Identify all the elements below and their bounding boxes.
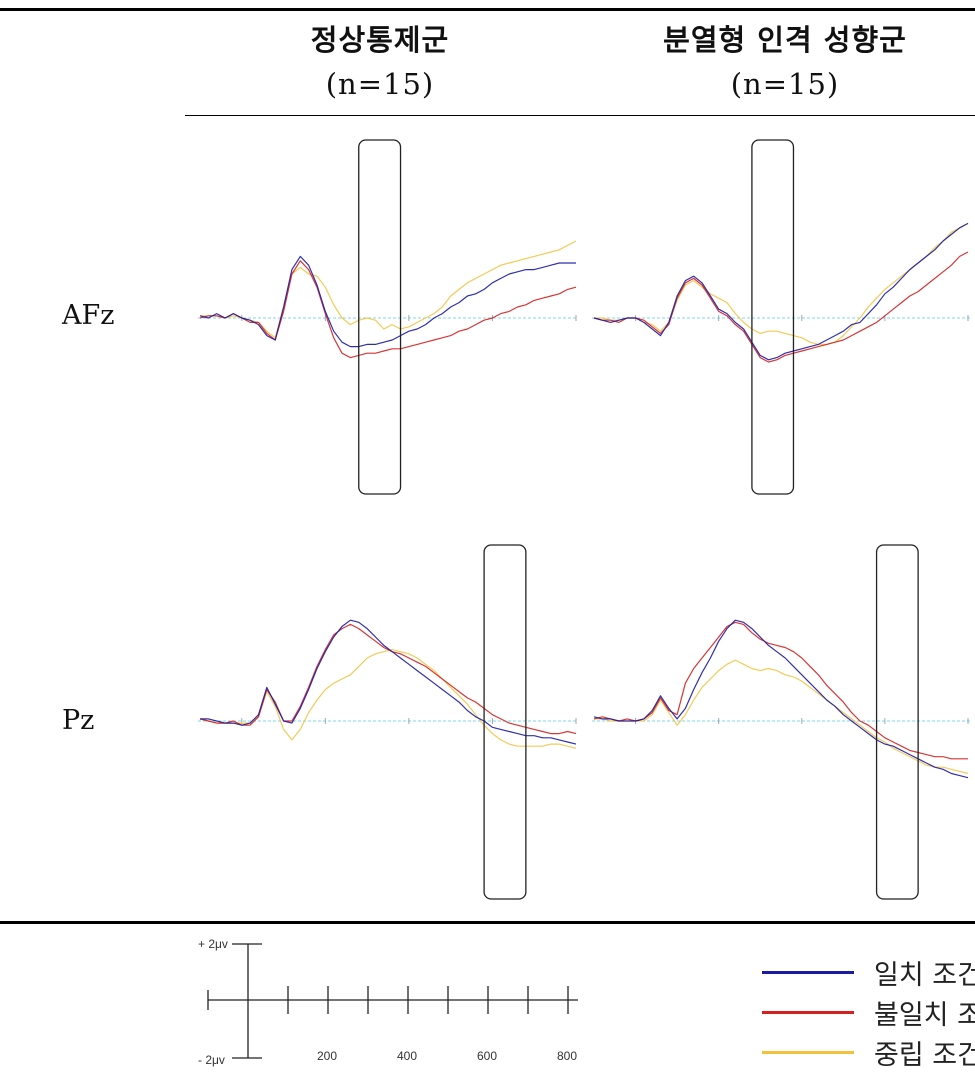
legend-swatch-congruent xyxy=(762,970,854,974)
scale-tick-label: 600 xyxy=(477,1049,497,1063)
legend-item: 중립 조건 xyxy=(762,1032,975,1072)
series-line-neutral xyxy=(594,659,969,775)
series-line-incongruent xyxy=(199,623,577,735)
row-label-afz: AFz xyxy=(62,300,115,331)
column-n-control: (n=15) xyxy=(325,67,435,101)
legend-label: 중립 조건 xyxy=(874,1039,975,1071)
series-line-neutral xyxy=(594,222,969,345)
column-title-control: 정상통제군 xyxy=(310,23,450,57)
legend: 일치 조건 불일치 조건 중립 조건 xyxy=(762,952,975,1072)
legend-item: 불일치 조건 xyxy=(762,992,975,1032)
series-line-congruent xyxy=(199,255,576,348)
series-line-incongruent xyxy=(199,260,577,359)
series-line-congruent xyxy=(593,222,969,361)
top-rule xyxy=(0,8,975,11)
scale-plus-label: + 2μv xyxy=(198,937,228,951)
column-header-control: 정상통제군 (n=15) xyxy=(230,18,530,106)
series-line-incongruent xyxy=(593,251,969,363)
legend-swatch-neutral xyxy=(762,1050,854,1054)
bottom-rule xyxy=(0,921,975,924)
erp-panel-pz-control xyxy=(198,544,578,900)
erp-panel-afz-control xyxy=(198,139,578,495)
series-line-congruent xyxy=(200,619,577,745)
series-line-neutral xyxy=(200,240,577,339)
scale-bar: + 2μv - 2μv 200 400 600 800 xyxy=(198,937,578,1067)
erp-panel-pz-schizotypal xyxy=(592,544,970,900)
legend-swatch-incongruent xyxy=(762,1010,854,1014)
series-line-incongruent xyxy=(593,621,968,760)
column-n-schizotypal: (n=15) xyxy=(730,67,840,101)
erp-panel-afz-schizotypal xyxy=(592,139,970,495)
column-header-schizotypal: 분열형 인격 성향군 (n=15) xyxy=(605,18,965,106)
analysis-window xyxy=(875,544,919,900)
analysis-window xyxy=(358,139,402,495)
scale-minus-label: - 2μv xyxy=(198,1053,225,1067)
row-label-pz: Pz xyxy=(62,705,95,736)
column-title-schizotypal: 분열형 인격 성향군 xyxy=(663,23,907,57)
legend-label: 일치 조건 xyxy=(874,959,975,991)
series-line-neutral xyxy=(199,648,577,749)
legend-label: 불일치 조건 xyxy=(874,999,975,1031)
analysis-window xyxy=(483,544,527,900)
scale-tick-label: 200 xyxy=(317,1049,337,1063)
analysis-window xyxy=(751,139,795,495)
scale-tick-label: 800 xyxy=(557,1049,577,1063)
scale-tick-label: 400 xyxy=(397,1049,417,1063)
series-line-congruent xyxy=(593,619,969,779)
legend-item: 일치 조건 xyxy=(762,952,975,992)
header-rule xyxy=(185,115,975,116)
